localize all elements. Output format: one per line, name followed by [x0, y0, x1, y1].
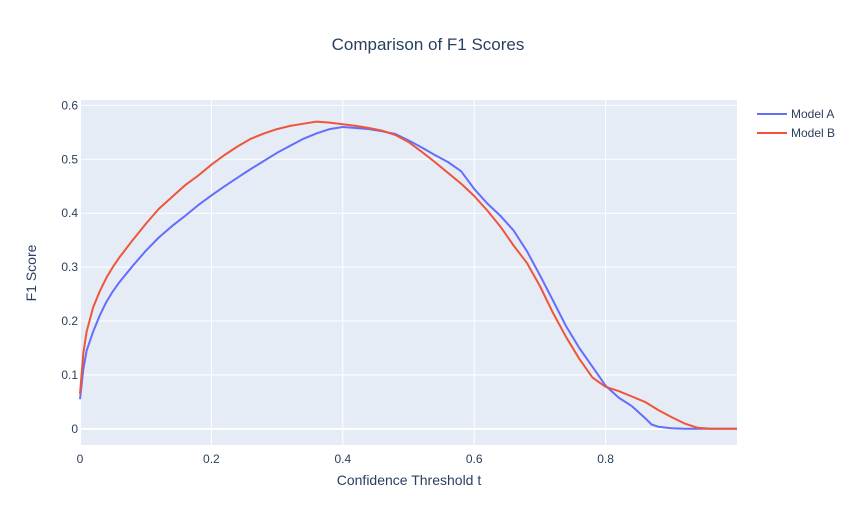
legend-item[interactable]: Model A	[757, 107, 834, 121]
x-axis-title: Confidence Threshold t	[337, 472, 482, 488]
y-tick-label: 0.6	[61, 98, 78, 112]
x-tick-label: 0.6	[466, 452, 483, 466]
y-gridlines	[80, 104, 737, 430]
chart-title: Comparison of F1 Scores	[332, 35, 525, 54]
y-axis-title: F1 Score	[23, 244, 39, 301]
x-tick-label: 0.8	[597, 452, 614, 466]
y-tick-label: 0.3	[61, 260, 78, 274]
series-line-model-b	[79, 120, 737, 430]
legend-label: Model B	[791, 126, 835, 140]
y-tick-label: 0.4	[61, 206, 78, 220]
y-tick-label: 0.2	[61, 314, 78, 328]
y-tick-labels: 0 0.1 0.2 0.3 0.4 0.5 0.6	[61, 98, 78, 435]
x-tick-label: 0.4	[334, 452, 351, 466]
series-lines	[79, 120, 737, 430]
legend-item[interactable]: Model B	[757, 126, 835, 140]
plot-area	[80, 100, 737, 445]
y-tick-label: 0.1	[61, 368, 78, 382]
x-tick-label: 0	[77, 452, 84, 466]
x-tick-labels: 0 0.2 0.4 0.6 0.8	[77, 452, 615, 466]
x-tick-label: 0.2	[203, 452, 220, 466]
y-tick-label: 0	[71, 422, 78, 436]
legend-label: Model A	[791, 107, 834, 121]
y-tick-label: 0.5	[61, 152, 78, 166]
legend[interactable]: Model A Model B	[757, 107, 835, 140]
